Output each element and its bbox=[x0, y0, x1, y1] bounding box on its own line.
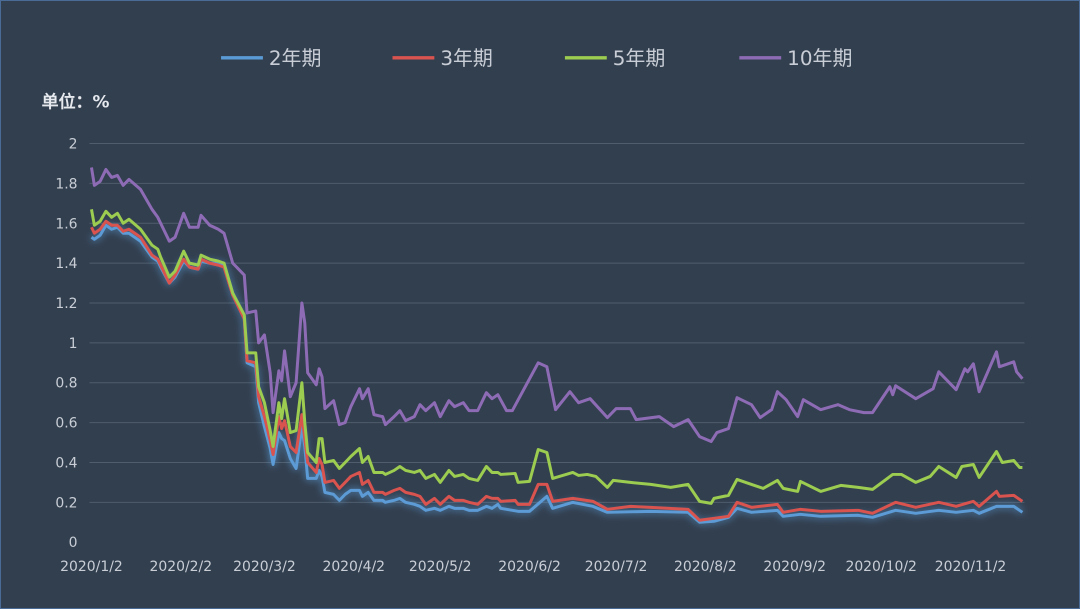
y-tick-label: 0.4 bbox=[55, 455, 77, 471]
y-tick-label: 1.2 bbox=[55, 296, 77, 312]
series-lines bbox=[90, 167, 1024, 524]
x-tick-label: 2020/6/2 bbox=[498, 559, 561, 575]
x-tick-label: 2020/8/2 bbox=[674, 559, 737, 575]
legend-label: 5年期 bbox=[613, 47, 666, 70]
series-line-4 bbox=[90, 167, 1024, 444]
y-tick-label: 0.8 bbox=[55, 376, 77, 392]
y-axis-ticks: 0 0.2 0.4 0.6 0.8 1 1.2 1.4 1.6 1.8 2 bbox=[55, 137, 77, 552]
y-tick-label: 1.6 bbox=[55, 216, 77, 232]
y-tick-label: 1 bbox=[69, 336, 78, 352]
x-tick-label: 2020/4/2 bbox=[322, 559, 385, 575]
x-tick-label: 2020/2/2 bbox=[150, 559, 213, 575]
x-axis-ticks: 2020/1/2 2020/2/2 2020/3/2 2020/4/2 2020/5/2… bbox=[60, 559, 1006, 575]
y-tick-label: 0.6 bbox=[55, 416, 77, 432]
unit-label: 单位：% bbox=[42, 92, 110, 112]
legend-item[interactable]: 3年期 bbox=[392, 47, 493, 70]
series-line-3 bbox=[90, 209, 1023, 505]
y-tick-label: 1.8 bbox=[55, 176, 77, 192]
legend-item[interactable]: 5年期 bbox=[564, 47, 666, 70]
x-tick-label: 2020/7/2 bbox=[585, 559, 648, 575]
legend-label: 3年期 bbox=[440, 47, 493, 70]
legend: 2年期 3年期 5年期 10年期 bbox=[221, 47, 852, 70]
legend-item[interactable]: 10年期 bbox=[739, 47, 852, 70]
y-tick-label: 0 bbox=[69, 535, 78, 551]
x-tick-label: 2020/3/2 bbox=[233, 559, 296, 575]
y-tick-label: 2 bbox=[69, 137, 78, 153]
x-tick-label: 2020/9/2 bbox=[763, 559, 826, 575]
x-tick-label: 2020/10/2 bbox=[845, 559, 916, 575]
gridlines bbox=[89, 143, 1025, 503]
x-tick-label: 2020/5/2 bbox=[409, 559, 472, 575]
series-line-2 bbox=[90, 219, 1024, 522]
legend-label: 2年期 bbox=[269, 47, 322, 70]
y-tick-label: 1.4 bbox=[55, 256, 77, 272]
y-tick-label: 0.2 bbox=[55, 495, 77, 511]
x-tick-label: 2020/11/2 bbox=[935, 559, 1006, 575]
legend-item[interactable]: 2年期 bbox=[221, 47, 321, 70]
x-tick-label: 2020/1/2 bbox=[60, 559, 123, 575]
legend-label: 10年期 bbox=[787, 47, 852, 70]
